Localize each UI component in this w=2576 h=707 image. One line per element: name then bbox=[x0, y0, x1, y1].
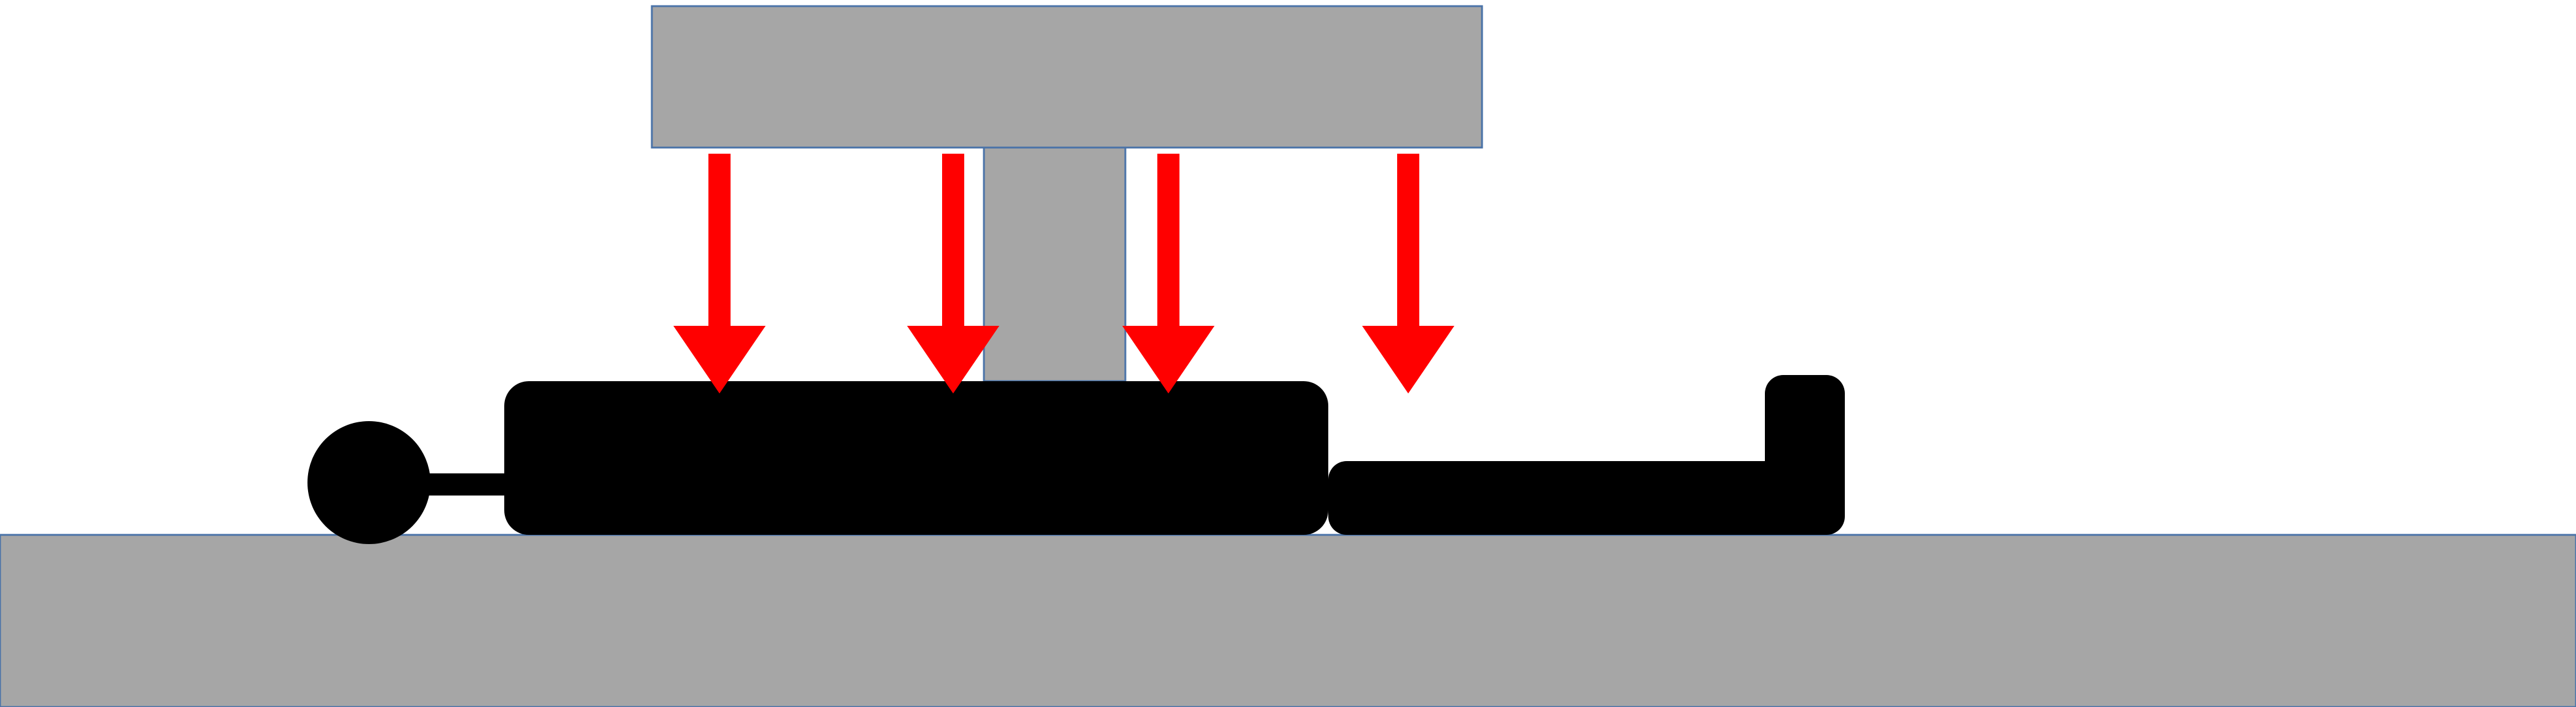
press-top-bar bbox=[652, 6, 1482, 148]
figure-foot bbox=[1765, 375, 1845, 535]
force-arrow-3 bbox=[1122, 154, 1215, 393]
press-stem bbox=[984, 148, 1125, 381]
figure-head bbox=[307, 421, 430, 544]
force-arrow-1 bbox=[673, 154, 766, 393]
figure-legs bbox=[1328, 461, 1839, 535]
force-arrow-4 bbox=[1362, 154, 1454, 393]
floor-slab bbox=[0, 535, 2576, 707]
lying-figure bbox=[307, 375, 1845, 544]
figure-neck bbox=[424, 473, 517, 496]
diagram-canvas bbox=[0, 0, 2576, 707]
figure-torso bbox=[504, 381, 1328, 535]
